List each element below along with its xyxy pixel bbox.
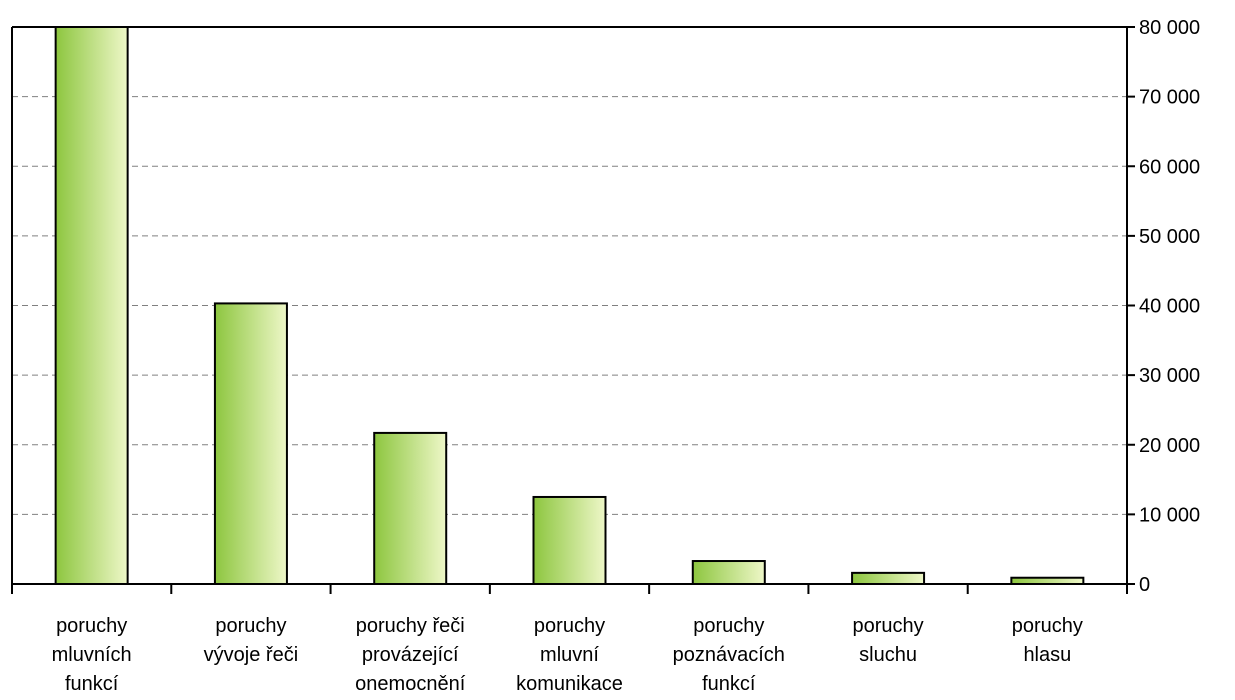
y-tick-label: 20 000 <box>1139 435 1200 457</box>
y-tick-label: 30 000 <box>1139 365 1200 387</box>
x-tick-label: poruchy mluvních funkcí <box>52 615 132 695</box>
y-tick-labels: 0 10 000 20 000 30 000 40 000 50 000 60 000 70 … <box>1139 17 1200 596</box>
x-tick-label: poruchy vývoje řeči <box>204 615 298 666</box>
bar <box>532 495 607 585</box>
y-tick-label: 10 000 <box>1139 504 1200 526</box>
bar <box>54 26 129 585</box>
y-tick-label: 40 000 <box>1139 296 1200 318</box>
x-tick-label: poruchy řeči provázející onemocnění <box>355 615 466 695</box>
bar <box>691 560 766 585</box>
y-tick-label: 50 000 <box>1139 226 1200 248</box>
x-tick-label: poruchy mluvní komunikace <box>516 615 623 695</box>
x-tick-label: poruchy hlasu <box>1012 615 1083 666</box>
x-tick-labels: poruchy mluvních funkcí poruchy vývoje řeči p… <box>52 615 1083 695</box>
x-tick-label: poruchy poznávacích funkcí <box>673 615 785 695</box>
y-tick-label: 80 000 <box>1139 17 1200 39</box>
gridlines <box>12 96 1127 515</box>
y-tick-label: 0 <box>1139 574 1150 596</box>
bar <box>213 302 288 585</box>
x-tick-label: poruchy sluchu <box>852 615 923 666</box>
y-tick-label: 70 000 <box>1139 87 1200 109</box>
y-tick-label: 60 000 <box>1139 156 1200 178</box>
bars <box>54 26 1085 586</box>
bar <box>851 571 926 585</box>
axes <box>11 26 1135 594</box>
bar <box>373 431 448 585</box>
